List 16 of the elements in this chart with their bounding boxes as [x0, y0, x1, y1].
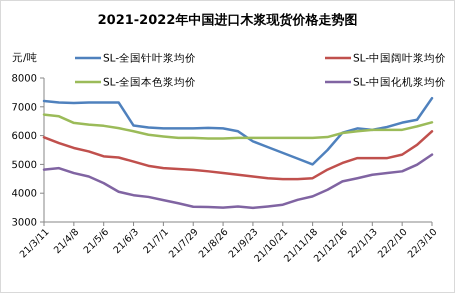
y-tick-label: 6000: [12, 131, 37, 142]
line-series: [42, 96, 434, 166]
legend-label: SL-全国针叶浆均价: [103, 52, 196, 65]
line-series: [42, 113, 434, 140]
chart-title: 2021-2022年中国进口木浆现货价格走势图: [98, 12, 358, 28]
y-axis-title: 元/吨: [12, 51, 38, 64]
y-tick-label: 5000: [12, 160, 37, 171]
line-series: [42, 130, 434, 180]
legend-label: SL-中国阔叶浆均价: [353, 52, 446, 65]
legend-label: SL-全国本色浆均价: [103, 76, 196, 89]
y-tick-label: 8000: [12, 74, 37, 84]
line-series: [42, 153, 434, 210]
y-tick-label: 7000: [12, 102, 37, 114]
y-tick-label: 3000: [12, 218, 37, 228]
y-tick-label: 4000: [12, 188, 37, 200]
legend-label: SL-中国化机浆均价: [353, 76, 446, 89]
